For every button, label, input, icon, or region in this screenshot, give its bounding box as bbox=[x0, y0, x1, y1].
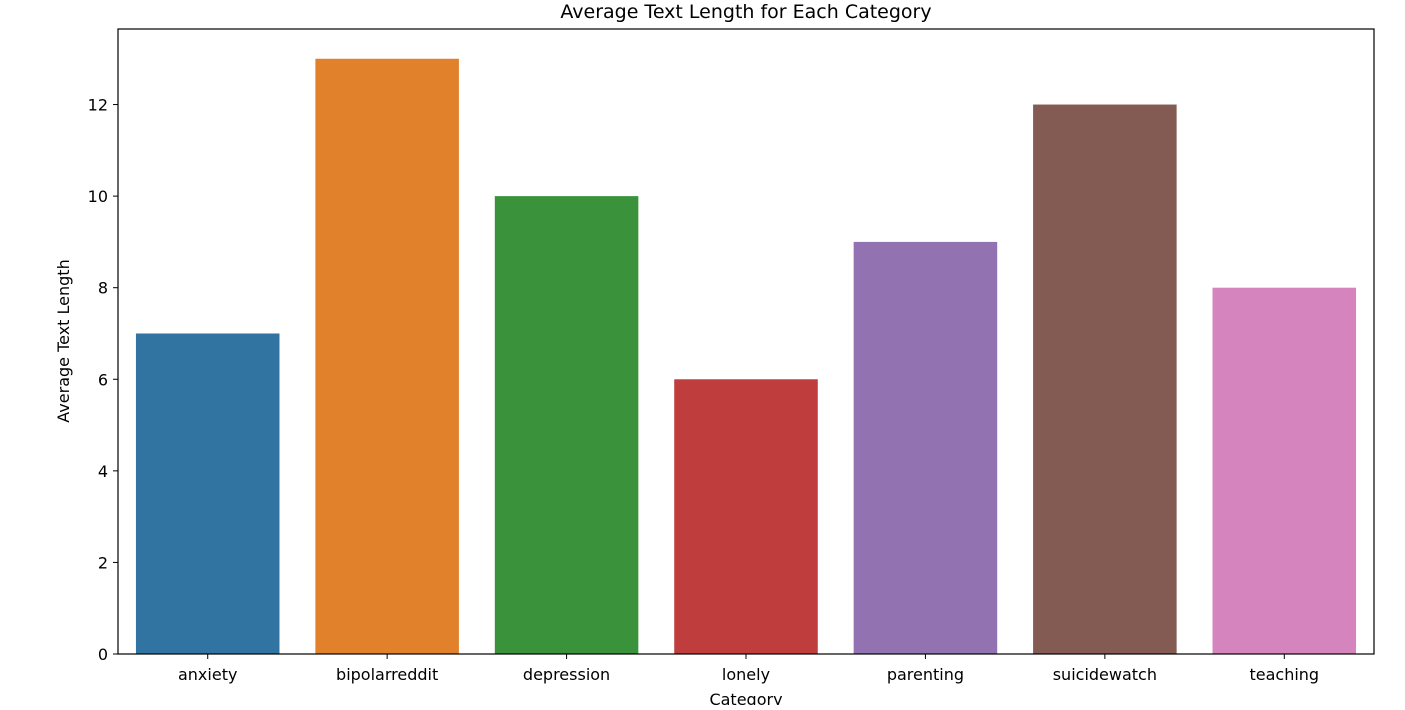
bar-teaching bbox=[1212, 287, 1357, 654]
x-tick-label: depression bbox=[523, 665, 610, 684]
x-axis-label: Category bbox=[709, 690, 782, 705]
y-tick-label: 6 bbox=[98, 370, 108, 389]
x-axis-ticks: anxiety bipolarreddit depression lonely pare… bbox=[178, 654, 1319, 684]
bar-bipolarreddit bbox=[315, 58, 459, 655]
bar-parenting bbox=[853, 241, 998, 654]
y-tick-label: 8 bbox=[98, 279, 108, 298]
y-tick-label: 12 bbox=[88, 96, 108, 115]
y-tick-label: 2 bbox=[98, 553, 108, 572]
y-tick-label: 10 bbox=[88, 187, 108, 206]
y-axis-ticks: 0 2 4 6 8 10 12 bbox=[88, 96, 118, 664]
plot-frame bbox=[117, 28, 1375, 655]
x-tick-label: suicidewatch bbox=[1053, 665, 1157, 684]
x-tick-label: anxiety bbox=[178, 665, 237, 684]
x-tick-label: bipolarreddit bbox=[336, 665, 438, 684]
x-tick-label: lonely bbox=[722, 665, 770, 684]
y-tick-label: 4 bbox=[98, 462, 108, 481]
bar-depression bbox=[494, 196, 639, 654]
bar-lonely bbox=[674, 379, 818, 654]
bar-suicidewatch bbox=[1033, 104, 1177, 655]
x-tick-label: teaching bbox=[1249, 665, 1319, 684]
bars-group bbox=[135, 58, 1357, 655]
bar-anxiety bbox=[135, 333, 280, 654]
y-axis-label: Average Text Length bbox=[54, 259, 73, 422]
chart-title: Average Text Length for Each Category bbox=[560, 1, 931, 23]
y-tick-label: 0 bbox=[98, 645, 108, 664]
x-tick-label: parenting bbox=[887, 665, 964, 684]
